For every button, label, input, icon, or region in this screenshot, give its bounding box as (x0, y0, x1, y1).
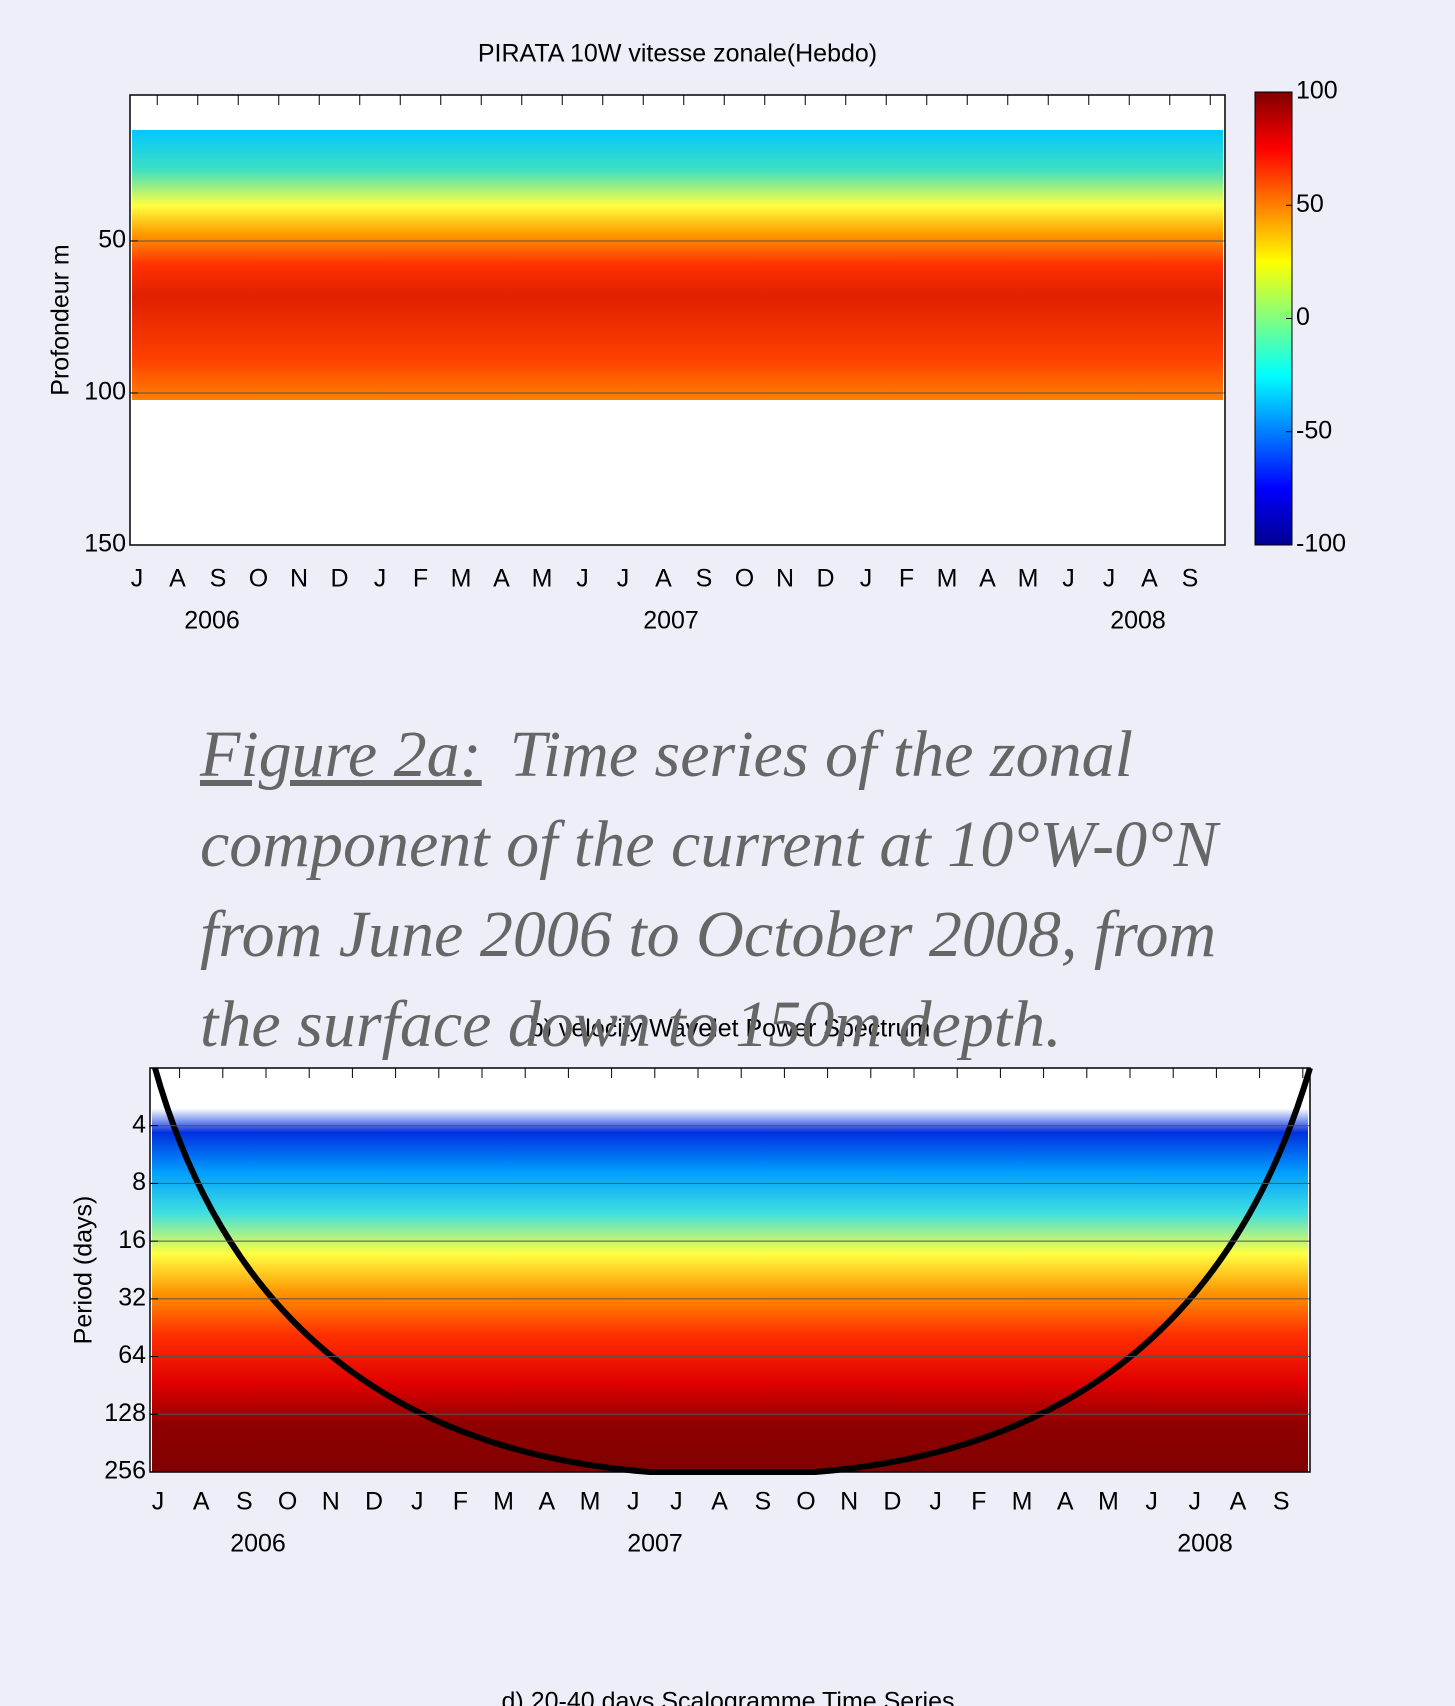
x-tick-label: A (193, 1488, 210, 1516)
caption: Figure 2a: Time series of the zonal compo… (200, 710, 1440, 1070)
colorbar-tick-label: -50 (1296, 416, 1332, 444)
year-label: 2008 (1177, 1530, 1233, 1558)
x-tick-label: A (169, 565, 186, 593)
x-tick-label: J (860, 565, 873, 593)
x-tick-label: J (617, 565, 630, 593)
x-tick-label: A (711, 1488, 728, 1516)
x-tick-label: D (816, 565, 834, 593)
x-tick-label: D (365, 1488, 383, 1516)
year-label: 2006 (184, 607, 240, 635)
colorbar-tick-label: -100 (1296, 530, 1346, 558)
chart-title: b) velocity Wavelet Power Spectrum (530, 1015, 931, 1043)
x-tick-label: N (322, 1488, 340, 1516)
x-tick-label: S (1182, 565, 1199, 593)
x-tick-label: J (1103, 565, 1116, 593)
contour-field (132, 130, 1223, 400)
x-tick-label: A (538, 1488, 555, 1516)
x-tick-label: M (532, 565, 553, 593)
x-tick-label: S (236, 1488, 253, 1516)
x-tick-label: M (1018, 565, 1039, 593)
colorbar (1254, 91, 1293, 546)
y-tick-label: 50 (98, 226, 126, 254)
colorbar-tick-label: 50 (1296, 190, 1324, 218)
x-tick-label: F (413, 565, 428, 593)
colorbar-tick-label: 0 (1296, 303, 1310, 331)
y-tick-label: 128 (104, 1399, 146, 1427)
x-tick-label: J (576, 565, 589, 593)
x-tick-label: J (152, 1488, 165, 1516)
x-tick-label: M (580, 1488, 601, 1516)
x-tick-label: M (1098, 1488, 1119, 1516)
x-tick-label: N (840, 1488, 858, 1516)
caption-line: Figure 2a: Time series of the zonal (200, 710, 1440, 800)
x-tick-label: J (1062, 565, 1075, 593)
x-tick-label: N (776, 565, 794, 593)
x-tick-label: A (493, 565, 510, 593)
y-axis-label: Profondeur m (47, 244, 75, 395)
x-tick-label: N (290, 565, 308, 593)
x-tick-label: A (979, 565, 996, 593)
y-tick-label: 256 (104, 1457, 146, 1485)
x-tick-label: S (754, 1488, 771, 1516)
caption-line: component of the current at 10°W-0°N (200, 808, 1218, 881)
x-tick-label: F (453, 1488, 468, 1516)
caption-label: Figure 2a: (200, 718, 482, 791)
x-tick-label: O (278, 1488, 297, 1516)
x-tick-label: F (899, 565, 914, 593)
x-tick-label: D (883, 1488, 901, 1516)
x-tick-label: O (249, 565, 268, 593)
x-tick-label: A (1141, 565, 1158, 593)
y-tick-label: 100 (84, 378, 126, 406)
x-tick-label: J (1145, 1488, 1158, 1516)
x-tick-label: J (131, 565, 144, 593)
y-tick-label: 4 (132, 1110, 146, 1138)
x-tick-label: A (655, 565, 672, 593)
x-tick-label: A (1230, 1488, 1247, 1516)
x-tick-label: M (451, 565, 472, 593)
y-tick-label: 8 (132, 1168, 146, 1196)
y-tick-label: 64 (118, 1341, 146, 1369)
x-tick-label: S (210, 565, 227, 593)
x-tick-label: J (374, 565, 387, 593)
plot-frame (129, 94, 1226, 546)
x-tick-label: J (1189, 1488, 1202, 1516)
x-tick-label: M (937, 565, 958, 593)
y-tick-label: 150 (84, 530, 126, 558)
y-tick-label: 32 (118, 1283, 146, 1311)
caption-line: the surface down to 150m depth. (200, 988, 1062, 1061)
x-tick-label: O (796, 1488, 815, 1516)
year-label: 2008 (1110, 607, 1166, 635)
chart-title: PIRATA 10W vitesse zonale(Hebdo) (478, 40, 877, 68)
x-tick-label: J (670, 1488, 683, 1516)
year-label: 2006 (230, 1530, 286, 1558)
year-label: 2007 (643, 607, 699, 635)
x-tick-label: A (1057, 1488, 1074, 1516)
x-tick-label: S (696, 565, 713, 593)
x-tick-label: M (1012, 1488, 1033, 1516)
caption-line: from June 2006 to October 2008, from (200, 898, 1217, 971)
contour-field (152, 1068, 1308, 1472)
colorbar-tick-label: 100 (1296, 77, 1338, 105)
x-tick-label: O (735, 565, 754, 593)
x-tick-label: M (493, 1488, 514, 1516)
y-tick-label: 16 (118, 1226, 146, 1254)
plot-frame (149, 1067, 1311, 1473)
x-tick-label: J (929, 1488, 942, 1516)
x-tick-label: J (411, 1488, 424, 1516)
x-tick-label: S (1273, 1488, 1290, 1516)
y-axis-label: Period (days) (70, 1196, 98, 1345)
x-tick-label: D (330, 565, 348, 593)
caption-text: Time series of the zonal (509, 718, 1133, 791)
next-figure-title: d) 20-40 days Scalogramme Time Series (502, 1688, 955, 1706)
x-tick-label: F (971, 1488, 986, 1516)
x-tick-label: J (627, 1488, 640, 1516)
year-label: 2007 (627, 1530, 683, 1558)
